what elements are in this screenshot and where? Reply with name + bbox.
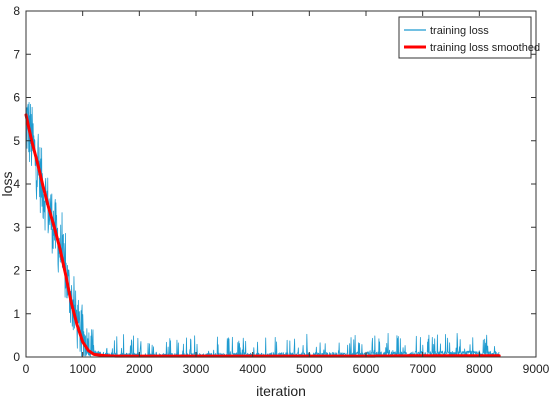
x-tick-label: 1000 bbox=[69, 362, 96, 376]
legend-label-training-loss-smoothed: training loss smoothed bbox=[430, 42, 540, 54]
legend-label-training-loss: training loss bbox=[430, 25, 489, 37]
x-tick-label: 5000 bbox=[296, 362, 323, 376]
y-tick-label: 5 bbox=[13, 134, 20, 148]
x-tick-label: 4000 bbox=[239, 362, 266, 376]
y-tick-label: 8 bbox=[13, 4, 20, 18]
x-tick-label: 2000 bbox=[126, 362, 153, 376]
legend: training loss training loss smoothed bbox=[398, 16, 540, 59]
y-tick-label: 2 bbox=[13, 264, 20, 278]
x-tick-label: 0 bbox=[23, 362, 30, 376]
x-axis-label: iteration bbox=[256, 383, 306, 399]
y-tick-label: 4 bbox=[13, 177, 20, 191]
y-tick-label: 6 bbox=[13, 91, 20, 105]
x-tick-label: 6000 bbox=[353, 362, 380, 376]
x-tick-label: 8000 bbox=[466, 362, 493, 376]
y-axis-label: loss bbox=[0, 172, 15, 197]
x-tick-label: 7000 bbox=[409, 362, 436, 376]
y-tick-label: 0 bbox=[13, 350, 20, 364]
series-line-training-loss-smoothed bbox=[24, 113, 501, 358]
y-tick-label: 1 bbox=[13, 307, 20, 321]
x-tick-label: 9000 bbox=[523, 362, 550, 376]
ticks-layer: 0 1000 2000 3000 4000 5000 6000 7000 8000 9000 0 1 2… bbox=[13, 4, 549, 376]
y-tick-label: 3 bbox=[13, 220, 20, 234]
legend-box bbox=[398, 16, 532, 59]
y-tick-label: 7 bbox=[13, 47, 20, 61]
x-tick-label: 3000 bbox=[183, 362, 210, 376]
